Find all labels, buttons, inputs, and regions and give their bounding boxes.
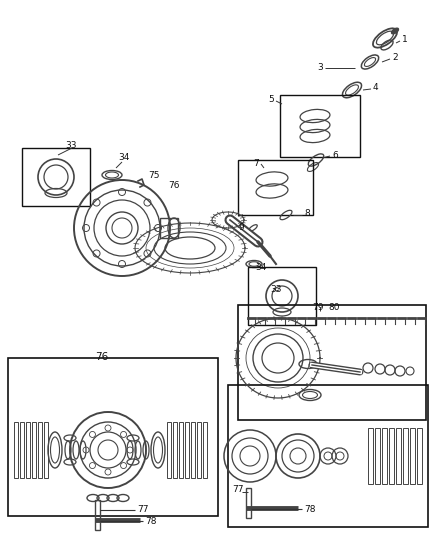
Text: 8: 8 xyxy=(304,209,310,219)
Bar xyxy=(167,422,171,478)
Text: 78: 78 xyxy=(145,516,156,526)
Bar xyxy=(32,422,36,478)
Text: 76: 76 xyxy=(168,181,180,190)
Bar xyxy=(185,422,189,478)
Bar xyxy=(246,488,251,518)
Bar xyxy=(22,148,90,206)
Text: 76: 76 xyxy=(95,352,108,362)
Bar xyxy=(203,422,207,478)
Bar xyxy=(417,428,422,484)
Bar xyxy=(396,428,401,484)
Bar xyxy=(173,422,177,478)
Bar xyxy=(160,218,178,238)
Text: 75: 75 xyxy=(148,171,159,180)
Text: 78: 78 xyxy=(304,505,315,513)
Bar xyxy=(238,160,313,215)
Bar xyxy=(26,422,30,478)
Text: 77: 77 xyxy=(137,505,148,514)
Bar xyxy=(44,422,48,478)
Text: 33: 33 xyxy=(65,141,77,149)
Bar xyxy=(368,428,373,484)
Bar xyxy=(191,422,195,478)
Bar xyxy=(197,422,201,478)
Bar xyxy=(20,422,24,478)
Bar xyxy=(248,267,316,325)
Bar xyxy=(389,428,394,484)
Text: 34: 34 xyxy=(118,154,129,163)
Bar xyxy=(403,428,408,484)
Text: 6: 6 xyxy=(332,150,338,159)
Bar xyxy=(382,428,387,484)
Text: 3: 3 xyxy=(317,63,323,72)
Bar xyxy=(410,428,415,484)
Text: 5: 5 xyxy=(268,95,274,104)
Text: 4: 4 xyxy=(373,84,378,93)
Text: 1: 1 xyxy=(402,36,408,44)
Bar xyxy=(14,422,18,478)
Bar xyxy=(38,422,42,478)
Text: 2: 2 xyxy=(392,53,398,62)
Text: 80: 80 xyxy=(328,303,339,312)
Bar xyxy=(95,500,100,530)
Bar xyxy=(280,95,360,157)
Text: 33: 33 xyxy=(270,286,282,295)
Bar xyxy=(179,422,183,478)
Ellipse shape xyxy=(392,28,399,34)
Bar xyxy=(8,358,218,516)
Text: 9: 9 xyxy=(238,223,244,232)
Text: 79: 79 xyxy=(312,303,324,312)
Bar xyxy=(238,305,426,420)
Text: 7: 7 xyxy=(253,158,259,167)
Text: 34: 34 xyxy=(255,263,266,272)
Bar xyxy=(228,385,428,527)
Text: 77: 77 xyxy=(232,486,244,495)
Bar xyxy=(375,428,380,484)
